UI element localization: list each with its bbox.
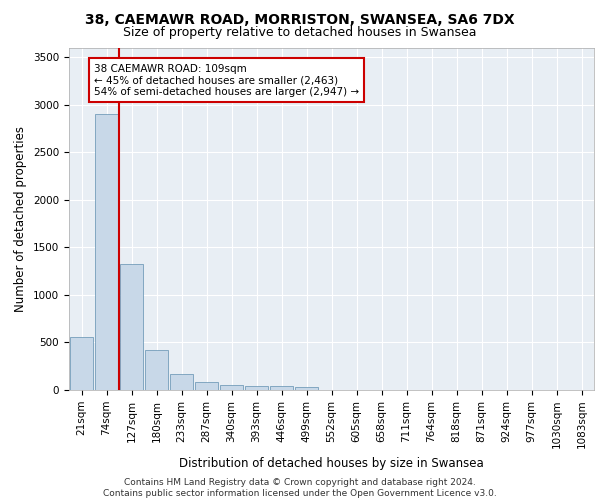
- X-axis label: Distribution of detached houses by size in Swansea: Distribution of detached houses by size …: [179, 456, 484, 469]
- Y-axis label: Number of detached properties: Number of detached properties: [14, 126, 28, 312]
- Bar: [220, 385, 243, 390]
- Text: 38 CAEMAWR ROAD: 109sqm
← 45% of detached houses are smaller (2,463)
54% of semi: 38 CAEMAWR ROAD: 109sqm ← 45% of detache…: [94, 64, 359, 97]
- Text: 38, CAEMAWR ROAD, MORRISTON, SWANSEA, SA6 7DX: 38, CAEMAWR ROAD, MORRISTON, SWANSEA, SA…: [85, 12, 515, 26]
- Text: Size of property relative to detached houses in Swansea: Size of property relative to detached ho…: [123, 26, 477, 39]
- Bar: [95, 114, 118, 390]
- Bar: [170, 374, 193, 390]
- Bar: [120, 264, 143, 390]
- Bar: [195, 382, 218, 390]
- Bar: [145, 350, 168, 390]
- Bar: [270, 386, 293, 390]
- Bar: [295, 386, 318, 390]
- Bar: [245, 386, 268, 390]
- Bar: [70, 336, 93, 390]
- Text: Contains HM Land Registry data © Crown copyright and database right 2024.
Contai: Contains HM Land Registry data © Crown c…: [103, 478, 497, 498]
